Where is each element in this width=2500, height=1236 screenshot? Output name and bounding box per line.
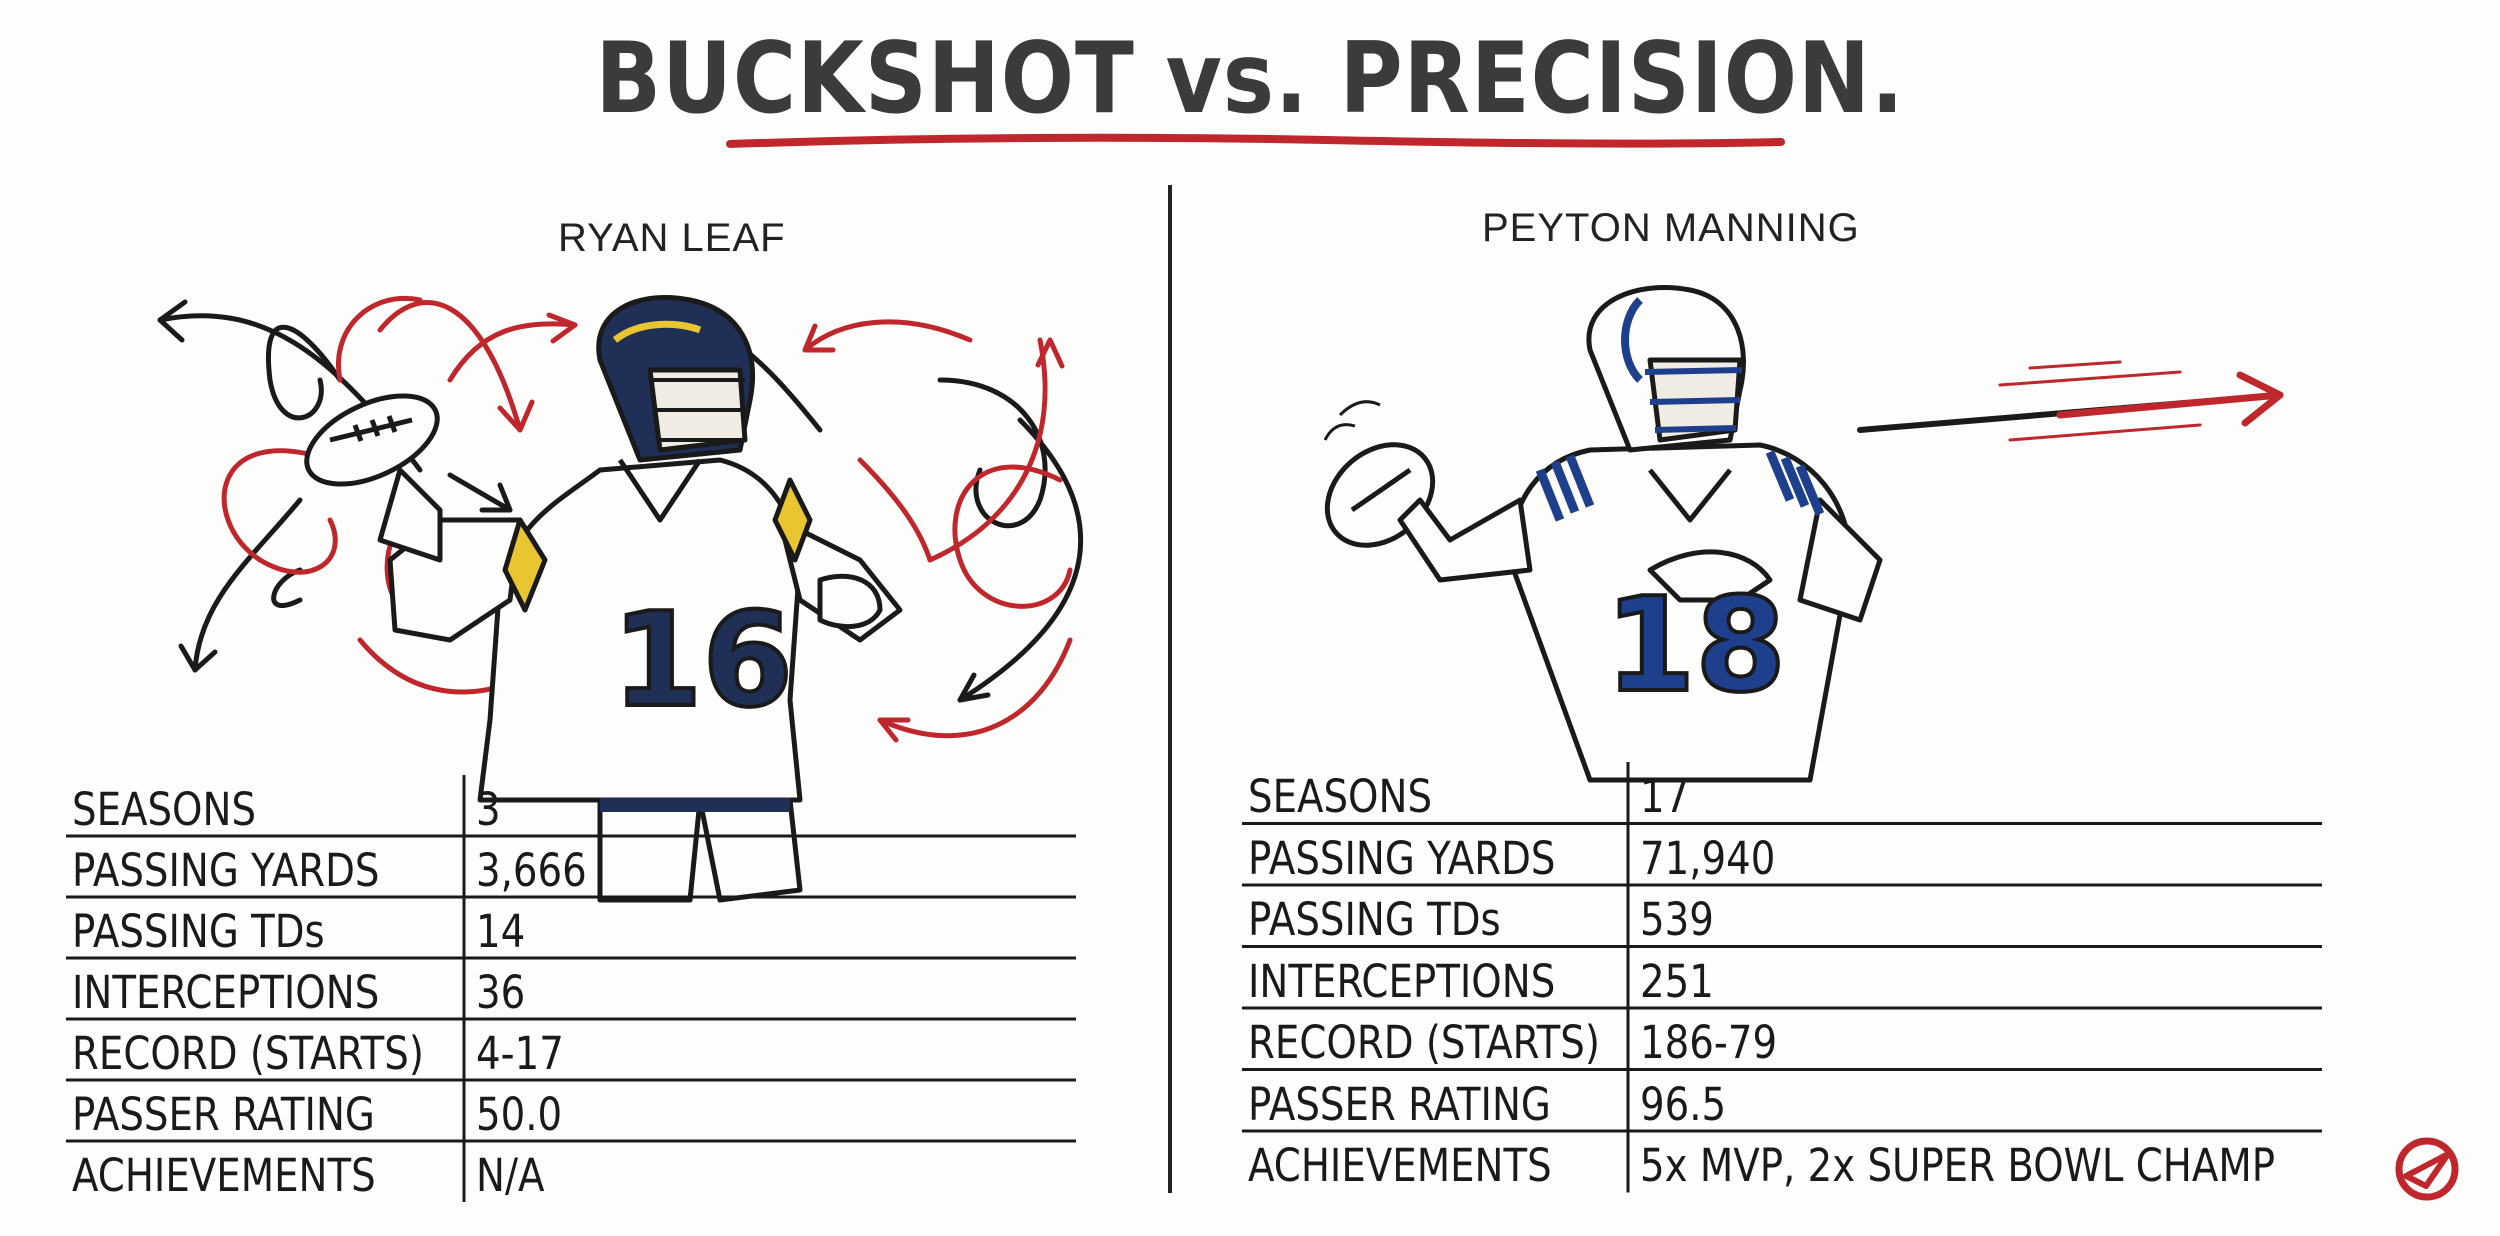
- right-stats-table: SEASONS 17 PASSING YARDS 71,940 PASSING TDs 5…: [1242, 762, 2328, 1193]
- center-divider: [1168, 185, 1172, 1193]
- stat-row: RECORD (STARTS) 186-79: [1248, 1008, 2328, 1069]
- stat-row: ACHIEVEMENTS N/A: [72, 1141, 1082, 1202]
- quarterback-figure: [377, 295, 903, 903]
- stat-row: SEASONS 17: [1248, 762, 2328, 823]
- quarterback-figure: [1397, 285, 1883, 783]
- stat-value: 71,940: [1640, 831, 1776, 885]
- stat-label: INTERCEPTIONS: [1248, 954, 1556, 1008]
- stat-row: INTERCEPTIONS 251: [1248, 947, 2328, 1008]
- stat-value: 251: [1640, 954, 1714, 1008]
- left-player-name: RYAN LEAF: [558, 216, 786, 260]
- table-grid-lines: [66, 775, 1076, 1202]
- stat-label: RECORD (STARTS): [72, 1027, 424, 1080]
- right-jersey-number: 18: [1605, 569, 1786, 721]
- table-grid-lines: [1242, 762, 2322, 1193]
- stat-row: PASSER RATING 96.5: [1248, 1070, 2328, 1131]
- stat-value: N/A: [476, 1149, 545, 1202]
- football-icon: [304, 393, 440, 487]
- stat-label: ACHIEVEMENTS: [1248, 1139, 1552, 1192]
- left-jersey-number: 16: [612, 584, 793, 736]
- stat-label: SEASONS: [72, 783, 257, 836]
- stat-value: 3: [476, 783, 501, 836]
- stat-label: RECORD (STARTS): [1248, 1016, 1600, 1069]
- stat-value: 50.0: [476, 1088, 563, 1141]
- stat-label: PASSING YARDS: [72, 844, 380, 897]
- stat-value: 96.5: [1640, 1077, 1727, 1131]
- stat-label: PASSER RATING: [1248, 1077, 1551, 1131]
- left-stats-table: SEASONS 3 PASSING YARDS 3,666 PASSING TDs 14 I…: [66, 775, 1082, 1202]
- stat-value: 186-79: [1640, 1016, 1778, 1069]
- stat-value: 14: [476, 905, 526, 958]
- stat-value: 5x MVP, 2x SUPER BOWL CHAMP: [1640, 1139, 2276, 1192]
- stat-row: PASSING TDs 14: [72, 897, 1082, 958]
- stat-row: PASSING YARDS 3,666: [72, 836, 1082, 897]
- stat-label: PASSING TDs: [72, 905, 325, 958]
- stat-row: PASSER RATING 50.0: [72, 1080, 1082, 1141]
- stat-value: 36: [476, 966, 526, 1019]
- stat-row: ACHIEVEMENTS 5x MVP, 2x SUPER BOWL CHAMP: [1248, 1131, 2328, 1192]
- right-player-name: PEYTON MANNING: [1482, 206, 1860, 250]
- stat-label: SEASONS: [1248, 770, 1433, 823]
- football-icon: [1323, 400, 1436, 548]
- stat-row: RECORD (STARTS) 4-17: [72, 1019, 1082, 1080]
- stat-label: PASSING YARDS: [1248, 831, 1556, 885]
- title-underline: [726, 133, 1785, 148]
- red-triangle-logo-icon: [2395, 1137, 2459, 1201]
- stat-value: 539: [1640, 893, 1714, 946]
- stat-row: PASSING YARDS 71,940: [1248, 824, 2328, 885]
- page-title: BUCKSHOT vs. PRECISION.: [595, 22, 1905, 136]
- stat-label: PASSING TDs: [1248, 893, 1501, 946]
- stat-value: 3,666: [476, 844, 587, 897]
- stat-row: PASSING TDs 539: [1248, 885, 2328, 946]
- stat-row: SEASONS 3: [72, 775, 1082, 836]
- stat-label: PASSER RATING: [72, 1088, 375, 1141]
- left-quarterback-illustration: 16: [157, 295, 1084, 903]
- straight-arrow-icon: [1857, 360, 2284, 442]
- stat-label: INTERCEPTIONS: [72, 966, 380, 1019]
- stat-row: INTERCEPTIONS 36: [72, 958, 1082, 1019]
- stat-value: 17: [1640, 770, 1690, 823]
- stat-label: ACHIEVEMENTS: [72, 1149, 376, 1202]
- stat-value: 4-17: [476, 1027, 564, 1080]
